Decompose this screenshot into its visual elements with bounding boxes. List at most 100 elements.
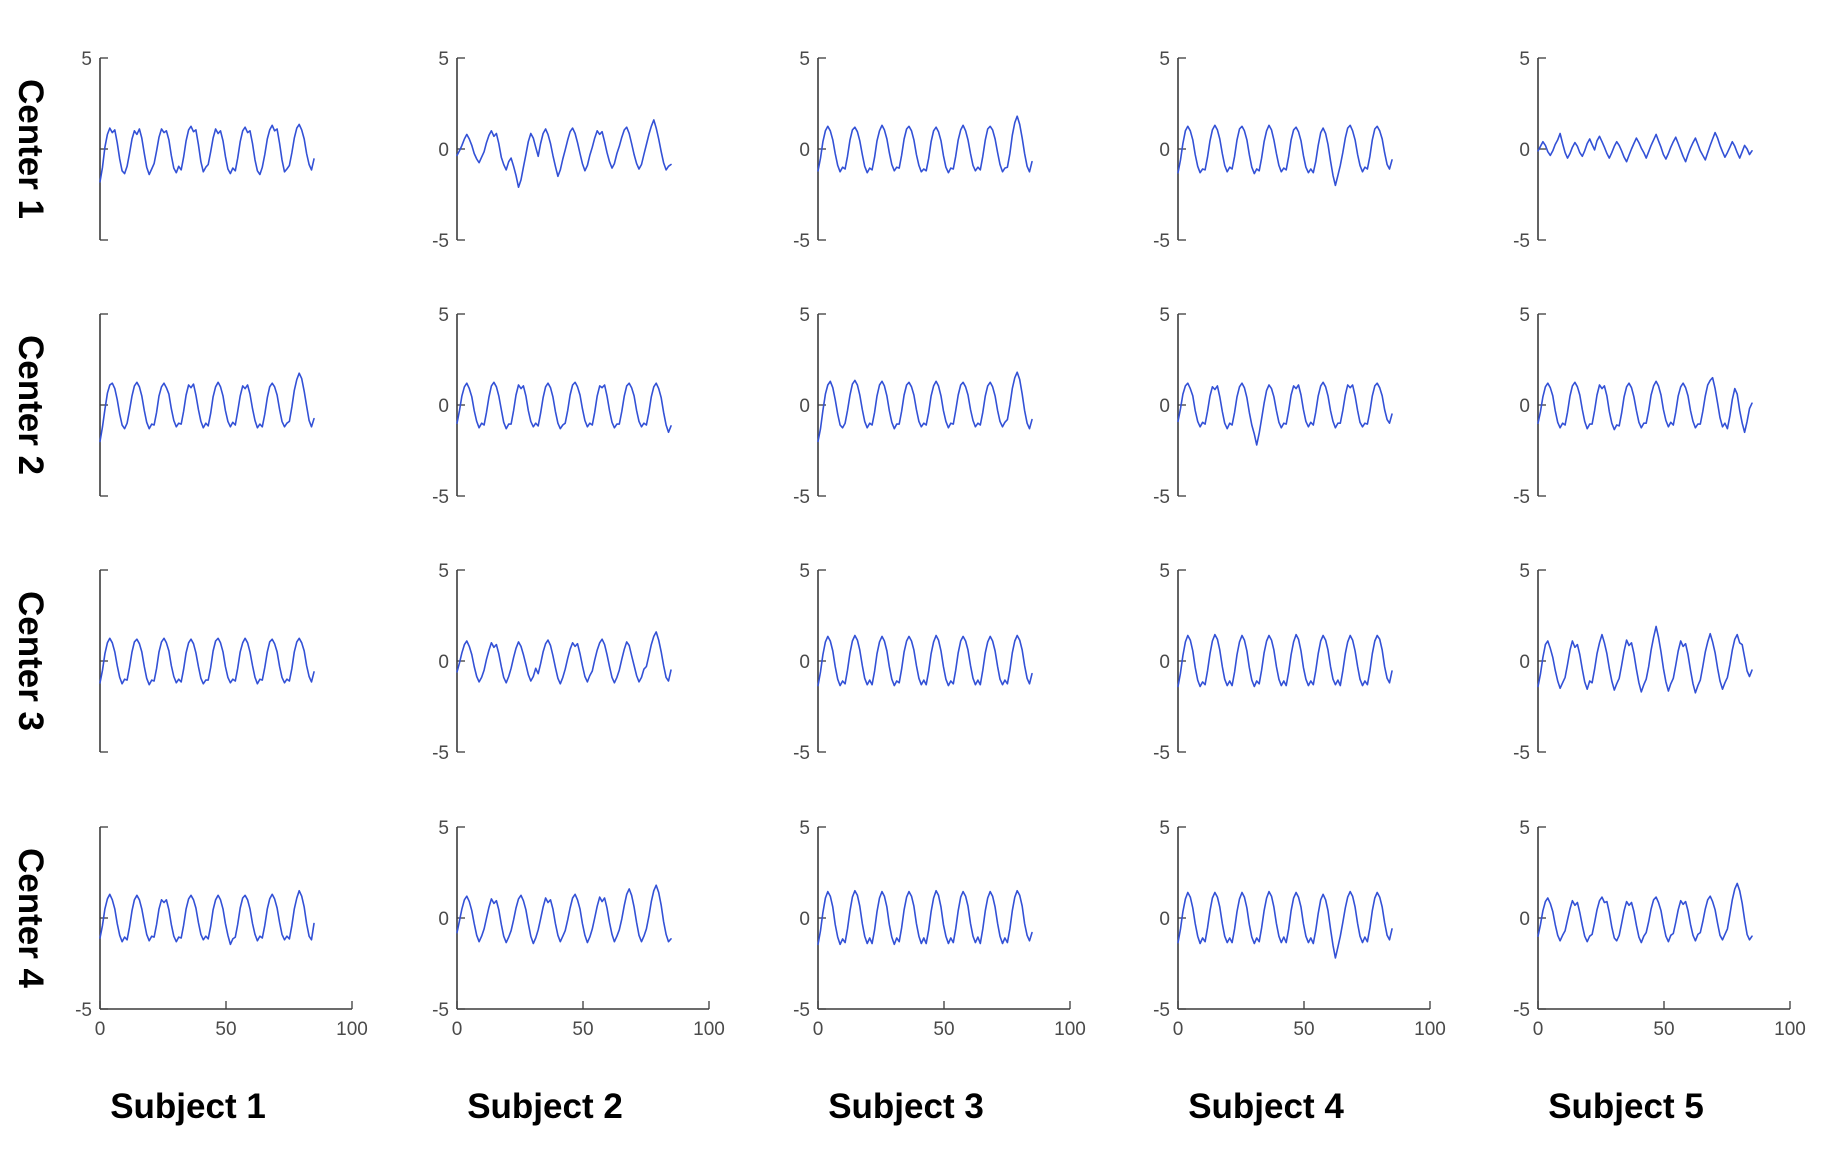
y-tick-label: -5 — [1153, 231, 1170, 252]
subplot-center-3-subject-5: 5 0 -5 — [1468, 550, 1818, 805]
y-tick-label: 0 — [1159, 396, 1170, 417]
y-tick-label: 5 — [1519, 305, 1530, 326]
signal-line — [1537, 882, 1753, 944]
signal-line — [99, 123, 315, 183]
x-tick-label: 100 — [336, 1019, 368, 1040]
y-tick-label: 0 — [438, 140, 449, 161]
x-tick-label: 100 — [1054, 1019, 1086, 1040]
subplot-center-1-subject-5: 5 0 -5 — [1468, 38, 1818, 293]
x-tick-label: 50 — [1293, 1019, 1314, 1040]
subplot-center-3-subject-1 — [30, 550, 380, 805]
y-tick-label: 0 — [438, 909, 449, 930]
y-tick-label: 0 — [799, 140, 810, 161]
signal-line — [99, 372, 315, 443]
y-tick-label: 0 — [1159, 140, 1170, 161]
subplot-center-4-subject-1: -5 0 50 100 — [30, 807, 380, 1062]
y-tick-label: -5 — [432, 231, 449, 252]
y-tick-label: -5 — [432, 487, 449, 508]
signal-line — [99, 889, 315, 946]
signal-line — [817, 889, 1033, 946]
y-tick-label: -5 — [793, 743, 810, 764]
y-tick-label: 5 — [799, 305, 810, 326]
subplot-svg: 50-50 50 100 — [1153, 818, 1446, 1040]
y-tick-label: 5 — [799, 818, 810, 839]
subplot-center-1-subject-4: 5 0 -5 — [1108, 38, 1458, 293]
col-label-subject-1: Subject 1 — [110, 1087, 266, 1126]
subplot-svg: 5 0 -5 — [432, 49, 672, 252]
signal-line — [1537, 625, 1753, 694]
subplot-svg: 5 0 -5 — [1153, 49, 1393, 252]
signal-line — [1177, 633, 1393, 688]
y-tick-label: -5 — [1513, 743, 1530, 764]
x-tick-label: 100 — [1774, 1019, 1806, 1040]
col-label-subject-4: Subject 4 — [1188, 1087, 1344, 1126]
y-tick-label: 5 — [1519, 561, 1530, 582]
subplot-center-4-subject-4: 5 0 -5 0 50 100 — [1108, 807, 1458, 1062]
subplot-svg — [99, 313, 315, 497]
signal-line — [456, 381, 672, 434]
subplot-center-2-subject-5: 5 0 -5 — [1468, 294, 1818, 549]
col-label-subject-3: Subject 3 — [828, 1087, 984, 1126]
y-tick-label: -5 — [1153, 1000, 1170, 1021]
subplot-svg: 5 0 -5 — [432, 305, 672, 508]
subplot-svg: -50 50 100 — [75, 826, 368, 1040]
y-tick-label: -5 — [1513, 231, 1530, 252]
signal-line — [1177, 890, 1393, 959]
y-tick-label: 5 — [1159, 818, 1170, 839]
y-tick-label: 0 — [1519, 652, 1530, 673]
x-tick-label: 50 — [215, 1019, 236, 1040]
subplot-center-4-subject-2: 5 0 -5 0 50 100 — [387, 807, 737, 1062]
row-label-center-3: Center 3 — [11, 590, 50, 732]
y-tick-label: -5 — [1153, 487, 1170, 508]
y-tick-label: 5 — [799, 561, 810, 582]
subplot-center-2-subject-3: 5 0 -5 — [748, 294, 1098, 549]
signal-line — [1537, 131, 1753, 163]
y-tick-label: 5 — [438, 305, 449, 326]
subplot-svg: 5 0 -5 — [793, 561, 1033, 764]
subplot-center-2-subject-2: 5 0 -5 — [387, 294, 737, 549]
row-label-center-2: Center 2 — [11, 334, 50, 476]
subplot-svg: 50-50 50 100 — [793, 818, 1086, 1040]
signal-line — [1177, 381, 1393, 446]
x-tick-label: 50 — [1653, 1019, 1674, 1040]
y-tick-label: 5 — [1159, 305, 1170, 326]
y-tick-label: -5 — [75, 1000, 92, 1021]
subplot-center-1-subject-1: 5 — [30, 38, 380, 293]
x-tick-label: 50 — [933, 1019, 954, 1040]
subplot-center-3-subject-4: 5 0 -5 — [1108, 550, 1458, 805]
subplot-svg: 50-50 50 100 — [432, 818, 725, 1040]
subplot-svg: 50-50 50 100 — [1513, 818, 1806, 1040]
y-tick-label: 5 — [81, 49, 92, 70]
y-tick-label: -5 — [1513, 1000, 1530, 1021]
subplot-center-2-subject-4: 5 0 -5 — [1108, 294, 1458, 549]
x-tick-label: 100 — [693, 1019, 725, 1040]
subplot-svg: 5 0 -5 — [1513, 305, 1753, 508]
col-label-subject-5: Subject 5 — [1548, 1087, 1704, 1126]
y-tick-label: 0 — [799, 652, 810, 673]
y-tick-label: 5 — [1159, 49, 1170, 70]
y-tick-label: -5 — [1153, 743, 1170, 764]
subplot-center-1-subject-2: 5 0 -5 — [387, 38, 737, 293]
y-tick-label: -5 — [1513, 487, 1530, 508]
signal-line — [1177, 124, 1393, 187]
x-tick-label: 0 — [1173, 1019, 1184, 1040]
y-tick-label: -5 — [432, 1000, 449, 1021]
signal-line — [456, 884, 672, 945]
y-tick-label: -5 — [432, 743, 449, 764]
x-tick-label: 0 — [452, 1019, 463, 1040]
y-tick-label: 5 — [1159, 561, 1170, 582]
y-tick-label: 0 — [1519, 140, 1530, 161]
y-tick-label: 0 — [1519, 396, 1530, 417]
x-tick-label: 100 — [1414, 1019, 1446, 1040]
col-label-subject-2: Subject 2 — [467, 1087, 623, 1126]
subplot-center-4-subject-3: 5 0 -5 0 50 100 — [748, 807, 1098, 1062]
subplot-center-3-subject-2: 5 0 -5 — [387, 550, 737, 805]
x-tick-label: 0 — [95, 1019, 106, 1040]
signal-line — [99, 637, 315, 686]
y-tick-label: 0 — [799, 396, 810, 417]
subplot-center-1-subject-3: 5 0 -5 — [748, 38, 1098, 293]
signal-line — [1537, 376, 1753, 434]
subplot-svg: 5 0 -5 — [1513, 561, 1753, 764]
subplot-svg: 5 0 -5 — [1513, 49, 1753, 252]
